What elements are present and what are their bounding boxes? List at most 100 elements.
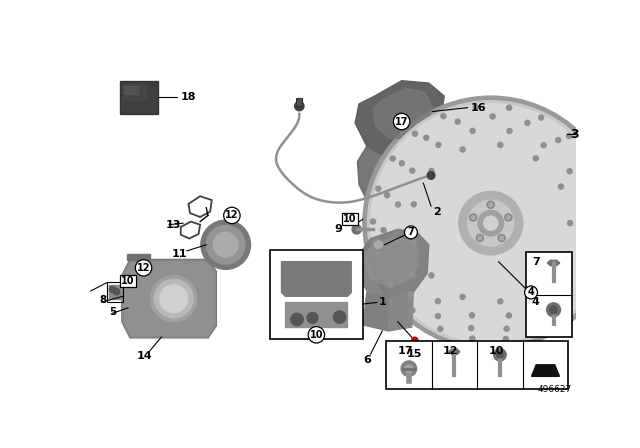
Bar bbox=[270, 250, 363, 339]
Text: 12: 12 bbox=[443, 346, 458, 356]
Polygon shape bbox=[449, 349, 460, 354]
Text: 12: 12 bbox=[137, 263, 150, 273]
Text: 12: 12 bbox=[225, 211, 239, 220]
Circle shape bbox=[376, 186, 381, 191]
Circle shape bbox=[459, 191, 523, 255]
Circle shape bbox=[541, 142, 546, 148]
Circle shape bbox=[538, 315, 543, 320]
Polygon shape bbox=[363, 293, 390, 331]
Circle shape bbox=[405, 365, 413, 372]
Circle shape bbox=[160, 285, 188, 313]
Circle shape bbox=[371, 219, 376, 224]
Circle shape bbox=[579, 164, 584, 169]
Text: 16: 16 bbox=[470, 103, 486, 112]
Circle shape bbox=[401, 361, 417, 376]
Circle shape bbox=[352, 225, 362, 234]
Polygon shape bbox=[373, 88, 433, 138]
Circle shape bbox=[410, 308, 415, 313]
Circle shape bbox=[424, 135, 429, 140]
Circle shape bbox=[213, 233, 238, 257]
Circle shape bbox=[476, 234, 483, 241]
Circle shape bbox=[471, 215, 475, 220]
Text: 14: 14 bbox=[136, 351, 152, 361]
Circle shape bbox=[412, 202, 417, 207]
Circle shape bbox=[586, 265, 591, 270]
Bar bbox=[107, 282, 123, 302]
Text: 17: 17 bbox=[397, 346, 413, 356]
Text: 7: 7 bbox=[408, 228, 414, 237]
Circle shape bbox=[441, 114, 446, 119]
Text: 7: 7 bbox=[532, 257, 540, 267]
Text: 18: 18 bbox=[180, 92, 196, 102]
Circle shape bbox=[503, 336, 508, 342]
Text: 13: 13 bbox=[165, 220, 180, 230]
Circle shape bbox=[498, 299, 503, 304]
Circle shape bbox=[412, 131, 417, 136]
Polygon shape bbox=[282, 262, 351, 296]
Circle shape bbox=[438, 326, 443, 332]
Circle shape bbox=[206, 225, 245, 264]
Circle shape bbox=[436, 142, 441, 147]
Circle shape bbox=[566, 134, 572, 138]
Circle shape bbox=[150, 276, 197, 322]
Circle shape bbox=[460, 294, 465, 299]
Circle shape bbox=[606, 222, 611, 228]
Circle shape bbox=[410, 272, 415, 278]
Circle shape bbox=[533, 156, 538, 161]
Circle shape bbox=[581, 202, 586, 208]
Circle shape bbox=[367, 101, 614, 345]
Polygon shape bbox=[127, 254, 150, 260]
Circle shape bbox=[470, 128, 475, 134]
Circle shape bbox=[468, 200, 514, 246]
Circle shape bbox=[558, 184, 563, 189]
Polygon shape bbox=[355, 81, 444, 158]
Circle shape bbox=[506, 313, 511, 318]
Circle shape bbox=[493, 349, 506, 361]
Circle shape bbox=[154, 280, 193, 318]
Polygon shape bbox=[532, 365, 559, 376]
Text: 3: 3 bbox=[570, 128, 579, 141]
Circle shape bbox=[372, 238, 385, 251]
Circle shape bbox=[374, 241, 382, 249]
Text: 2: 2 bbox=[433, 207, 440, 217]
Circle shape bbox=[455, 119, 460, 124]
Circle shape bbox=[564, 310, 569, 315]
Circle shape bbox=[586, 285, 591, 290]
Circle shape bbox=[428, 172, 435, 179]
Polygon shape bbox=[365, 237, 419, 286]
Circle shape bbox=[506, 215, 510, 220]
Circle shape bbox=[109, 286, 116, 293]
Circle shape bbox=[410, 168, 415, 173]
Circle shape bbox=[429, 273, 434, 278]
Polygon shape bbox=[120, 81, 157, 114]
Text: 10: 10 bbox=[488, 346, 504, 356]
Text: 17: 17 bbox=[395, 116, 408, 126]
Circle shape bbox=[408, 292, 413, 297]
Circle shape bbox=[291, 313, 303, 326]
Circle shape bbox=[333, 311, 346, 323]
Circle shape bbox=[505, 214, 512, 221]
Circle shape bbox=[388, 282, 394, 288]
Circle shape bbox=[390, 156, 396, 161]
Circle shape bbox=[588, 159, 593, 164]
Text: 10: 10 bbox=[122, 276, 135, 286]
Circle shape bbox=[470, 336, 475, 341]
Text: 10: 10 bbox=[310, 330, 323, 340]
Circle shape bbox=[460, 147, 465, 152]
Circle shape bbox=[435, 314, 440, 319]
Bar bbox=[525, 252, 572, 337]
Circle shape bbox=[412, 337, 418, 343]
Text: 4: 4 bbox=[527, 288, 534, 297]
Circle shape bbox=[478, 211, 504, 236]
Polygon shape bbox=[285, 302, 348, 327]
Circle shape bbox=[593, 196, 598, 201]
Circle shape bbox=[500, 236, 504, 240]
Circle shape bbox=[399, 161, 404, 166]
Circle shape bbox=[435, 299, 440, 304]
Text: 8: 8 bbox=[100, 295, 107, 305]
Circle shape bbox=[539, 115, 544, 120]
Text: 11: 11 bbox=[172, 249, 187, 259]
Circle shape bbox=[396, 239, 401, 244]
Circle shape bbox=[396, 202, 401, 207]
Circle shape bbox=[389, 262, 394, 267]
